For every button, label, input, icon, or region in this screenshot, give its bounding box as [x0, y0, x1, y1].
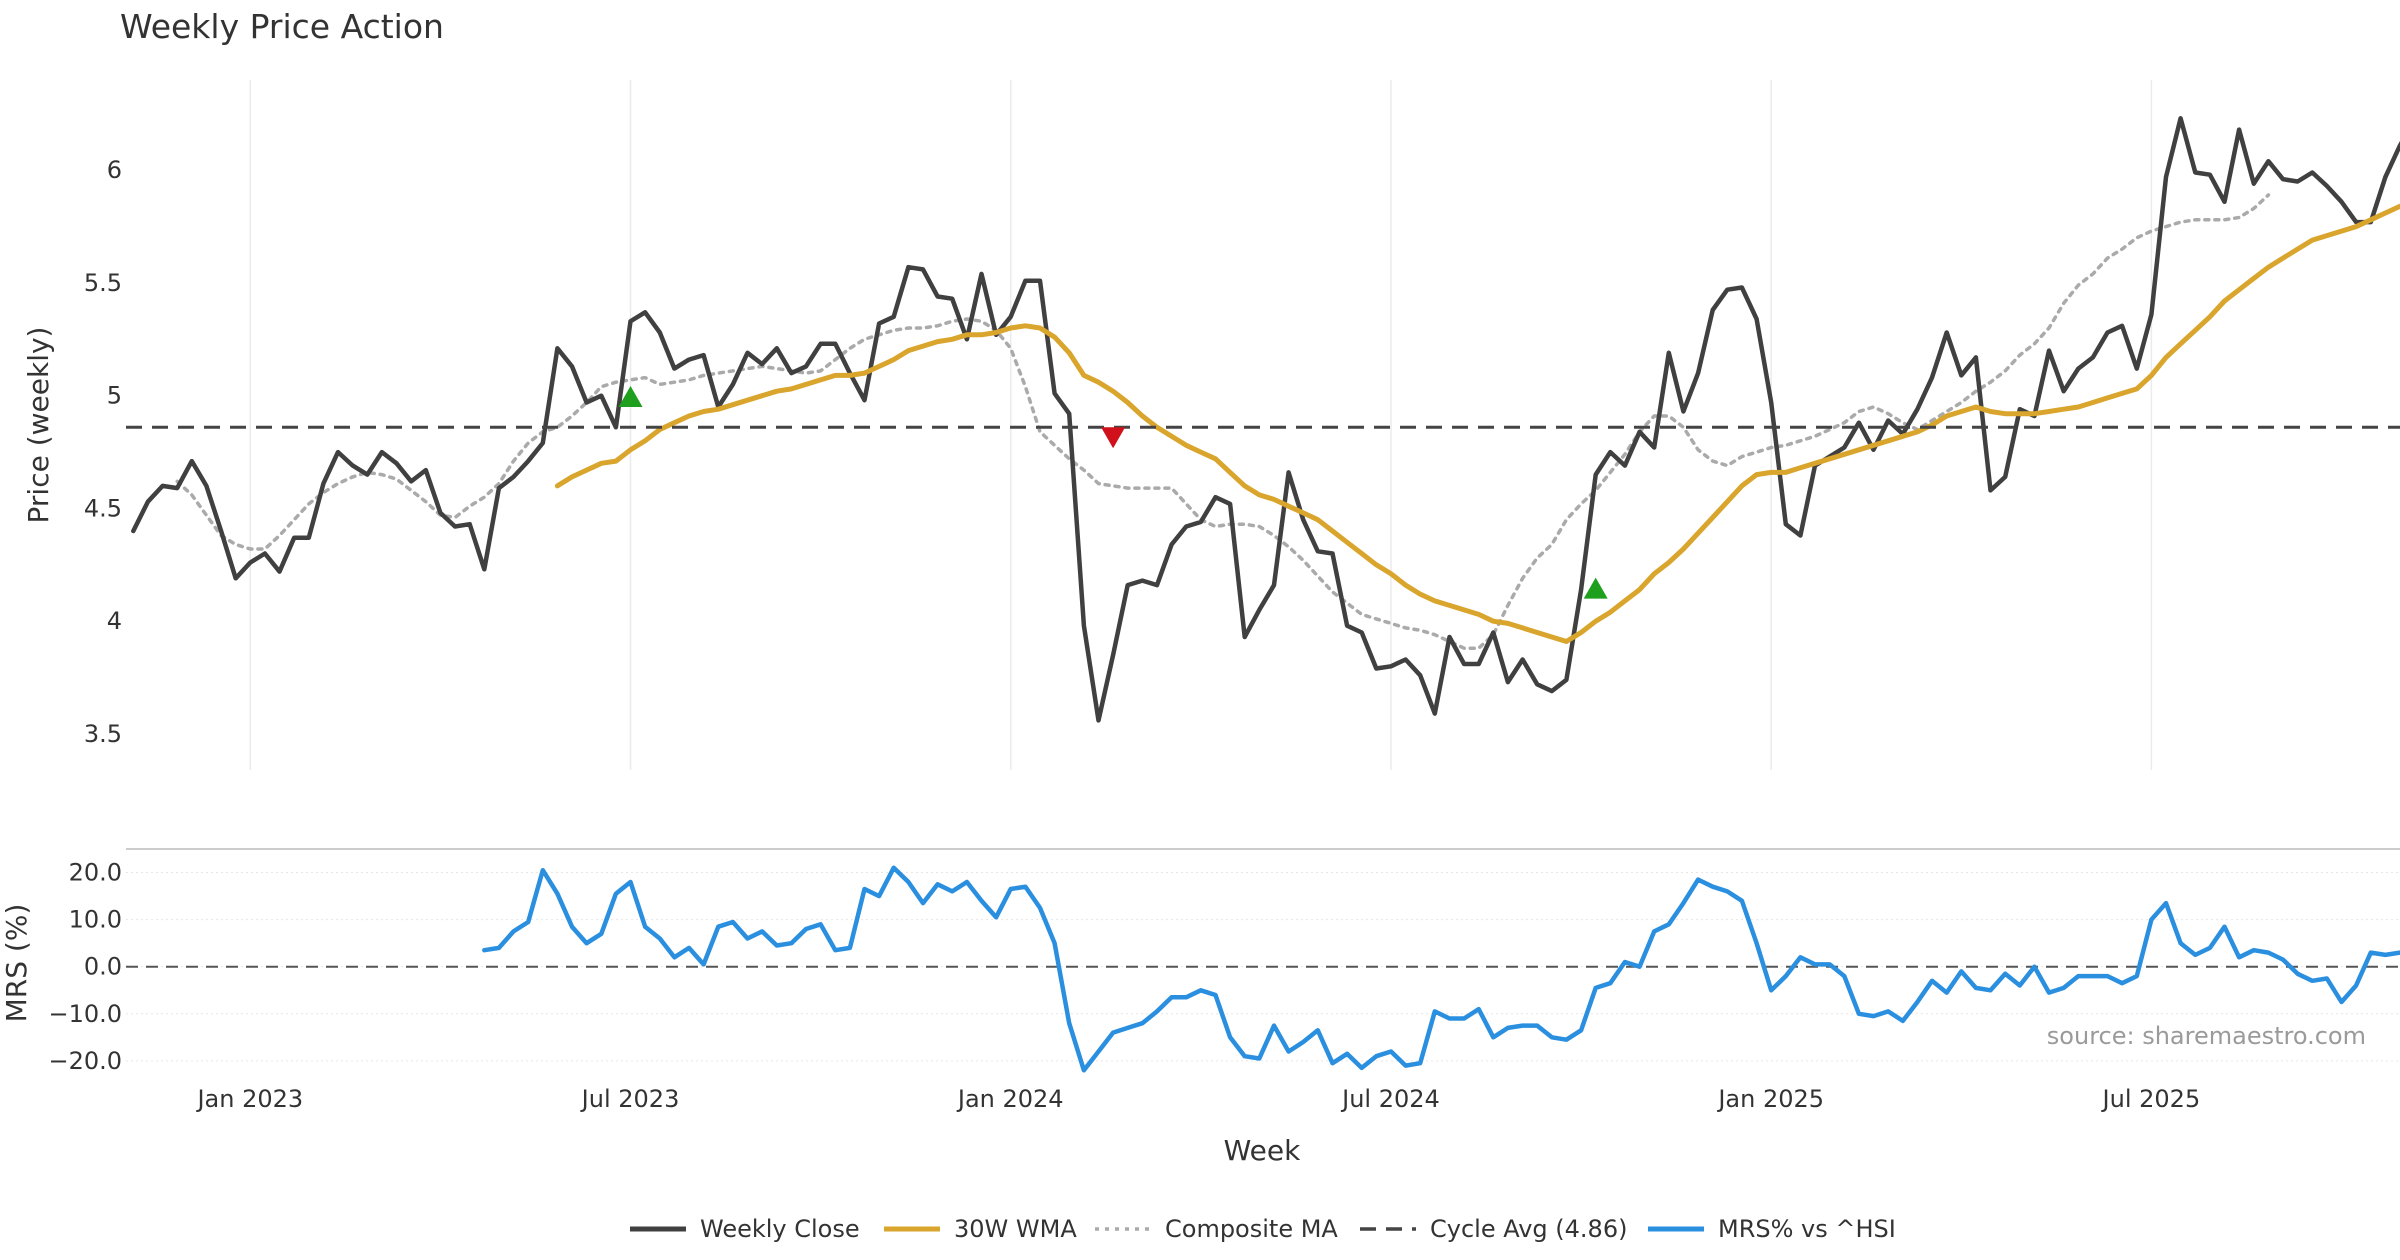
legend-label-mrs-vs-hsi: MRS% vs ^HSI — [1718, 1215, 1896, 1243]
price-y-tick-label: 5 — [107, 382, 122, 410]
buy-signal-marker — [618, 385, 643, 407]
signal-markers-group — [618, 385, 1608, 599]
buy-signal-marker — [1583, 577, 1608, 599]
weekly-close-line — [131, 116, 2400, 723]
mrs-series-group — [482, 865, 2400, 1073]
x-tick-label: Jul 2025 — [2101, 1085, 2201, 1113]
price-y-tick-label: 6 — [107, 156, 122, 184]
30w-wma-line — [554, 203, 2400, 644]
chart-legend: Weekly Close 30W WMA Composite MA Cycle Avg… — [630, 1215, 1896, 1243]
mrs-y-tick-label: −10.0 — [48, 1000, 122, 1028]
price-series-group — [126, 116, 2400, 723]
mrs-y-tick-label: 0.0 — [84, 953, 122, 981]
source-note: source: sharemaestro.com — [2047, 1022, 2366, 1050]
chart-title: Weekly Price Action — [120, 7, 444, 46]
legend-label-weekly-close: Weekly Close — [700, 1215, 860, 1243]
price-y-tick-label: 5.5 — [84, 269, 122, 297]
x-tick-label: Jan 2024 — [956, 1085, 1064, 1113]
x-axis-label: Week — [1224, 1134, 1301, 1167]
axis-ticks-group: Jan 2023 Jul 2023 Jan 2024 Jul 2024 Jan 2025… — [48, 156, 2200, 1113]
x-tick-label: Jul 2023 — [580, 1085, 680, 1113]
mrs-line — [482, 865, 2400, 1073]
mrs-y-tick-label: 20.0 — [69, 859, 122, 887]
price-y-tick-label: 4.5 — [84, 494, 122, 522]
legend-label-cycle-avg-4-86: Cycle Avg (4.86) — [1430, 1215, 1627, 1243]
mrs-y-tick-label: −20.0 — [48, 1047, 122, 1075]
x-tick-label: Jan 2023 — [195, 1085, 303, 1113]
mrs-y-tick-label: 10.0 — [69, 906, 122, 934]
legend-label-30w-wma: 30W WMA — [954, 1215, 1077, 1243]
composite-ma-line — [175, 193, 2271, 650]
mrs-y-axis-label: MRS (%) — [0, 904, 33, 1023]
price-y-axis-label: Price (weekly) — [22, 327, 55, 524]
price-panel-grid — [249, 80, 2153, 770]
sell-signal-marker — [1101, 427, 1126, 449]
mrs-panel-grid — [126, 872, 2400, 1062]
price-y-tick-label: 4 — [107, 607, 122, 635]
price-y-tick-label: 3.5 — [84, 720, 122, 748]
x-tick-label: Jan 2025 — [1716, 1085, 1824, 1113]
legend-label-composite-ma: Composite MA — [1165, 1215, 1338, 1243]
x-tick-label: Jul 2024 — [1340, 1085, 1440, 1113]
